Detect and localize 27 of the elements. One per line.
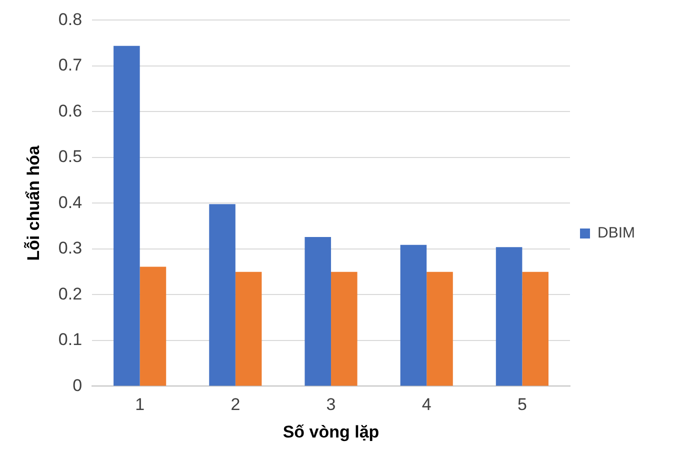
x-tick-label: 2 — [230, 395, 240, 414]
x-tick-label: 3 — [326, 395, 336, 414]
x-tick-label: 4 — [422, 395, 432, 414]
bar — [400, 244, 427, 386]
bar — [331, 272, 358, 386]
x-axis-title: Số vòng lặp — [282, 422, 380, 442]
x-tick-label: 5 — [517, 395, 527, 414]
bar — [426, 272, 453, 386]
y-tick-label: 0.2 — [58, 284, 82, 304]
y-tick-label: 0.4 — [58, 192, 82, 212]
bar — [209, 204, 236, 386]
y-tick-label: 0.8 — [58, 10, 82, 29]
y-tick-label: 0.5 — [58, 147, 82, 166]
y-tick-label: 0.3 — [58, 238, 82, 258]
y-tick-label: 0 — [72, 376, 82, 395]
bar — [522, 272, 548, 386]
x-tick-label: 1 — [135, 395, 145, 414]
legend-label: DBIM — [598, 224, 635, 242]
y-tick-label: 0.7 — [58, 56, 82, 75]
y-tick-label: 0.1 — [58, 330, 82, 350]
bar — [496, 247, 522, 386]
bar — [140, 266, 166, 386]
bar — [235, 272, 262, 386]
y-axis-title: Lỗi chuẩn hóa — [24, 145, 43, 261]
y-tick-label: 0.6 — [58, 101, 82, 120]
bar — [304, 237, 332, 386]
bar — [114, 46, 140, 386]
